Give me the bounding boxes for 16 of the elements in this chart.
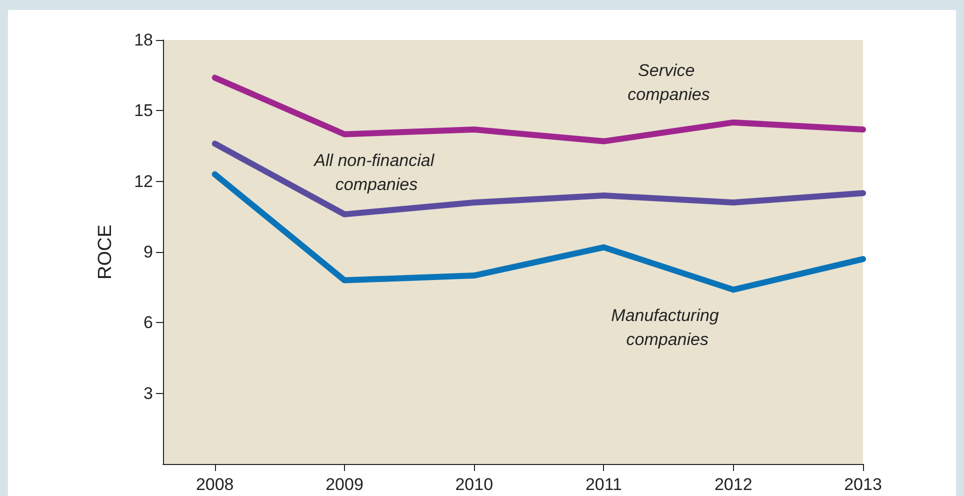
x-tick-label: 2013 xyxy=(844,475,882,494)
series-label: All non-financial companies xyxy=(313,150,439,194)
y-axis-title: ROCE xyxy=(95,224,116,280)
x-tick-label: 2010 xyxy=(455,475,494,494)
x-tick-label: 2009 xyxy=(326,475,364,494)
y-tick-label: 3 xyxy=(144,384,153,403)
y-tick-label: 18 xyxy=(134,30,153,50)
y-tick-label: 6 xyxy=(144,313,153,332)
series-label: Manufacturing companies xyxy=(611,306,724,350)
y-tick-label: 12 xyxy=(134,172,153,191)
y-tick-label: 15 xyxy=(134,101,153,120)
x-tick-label: 2012 xyxy=(714,475,752,494)
series-label: Service companies xyxy=(628,60,710,104)
x-tick-label: 2008 xyxy=(196,475,234,494)
x-tick-label: 2011 xyxy=(585,475,622,494)
y-tick-label: 9 xyxy=(144,242,153,262)
